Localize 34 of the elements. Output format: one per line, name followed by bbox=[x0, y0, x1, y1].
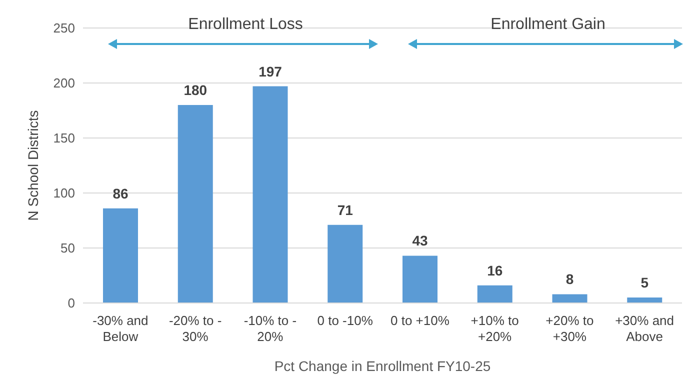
x-axis-title: Pct Change in Enrollment FY10-25 bbox=[274, 358, 491, 374]
data-label: 197 bbox=[258, 63, 282, 80]
annotation: Enrollment Gain bbox=[490, 16, 606, 34]
bar bbox=[178, 105, 213, 303]
x-tick-label: 0 to -10% bbox=[317, 313, 374, 328]
annotation: Enrollment Loss bbox=[187, 16, 304, 34]
x-tick-label: +30% and Above bbox=[615, 313, 674, 344]
bar bbox=[552, 294, 588, 303]
bar bbox=[103, 208, 138, 303]
y-tick-label: 50 bbox=[60, 240, 75, 256]
y-tick-label: 100 bbox=[53, 186, 75, 201]
y-tick-label: 250 bbox=[53, 20, 75, 36]
bar bbox=[627, 298, 662, 303]
x-tick-label: -20% to - 30% bbox=[168, 313, 222, 344]
data-label: 8 bbox=[566, 271, 574, 288]
data-label: 16 bbox=[487, 262, 503, 278]
data-label: 5 bbox=[640, 274, 649, 290]
x-tick-label: -10% to - 20% bbox=[244, 313, 297, 344]
data-label: 43 bbox=[412, 232, 428, 249]
y-axis-title: N School Districts bbox=[24, 110, 41, 221]
bar bbox=[477, 285, 512, 303]
data-label: 71 bbox=[337, 202, 354, 218]
y-tick-label: 0 bbox=[68, 296, 75, 311]
bar bbox=[402, 256, 438, 303]
bar bbox=[328, 224, 363, 303]
data-label: 86 bbox=[112, 185, 128, 202]
x-tick-label: -30% and Below bbox=[92, 313, 148, 344]
x-tick-label: 0 to +10% bbox=[390, 313, 450, 328]
x-tick-label: +10% to +20% bbox=[470, 313, 519, 344]
data-label: 180 bbox=[184, 82, 208, 98]
y-tick-label: 150 bbox=[53, 130, 75, 146]
x-tick-label: +20% to +30% bbox=[546, 313, 594, 344]
bar bbox=[252, 86, 288, 303]
y-tick-label: 200 bbox=[53, 76, 75, 91]
